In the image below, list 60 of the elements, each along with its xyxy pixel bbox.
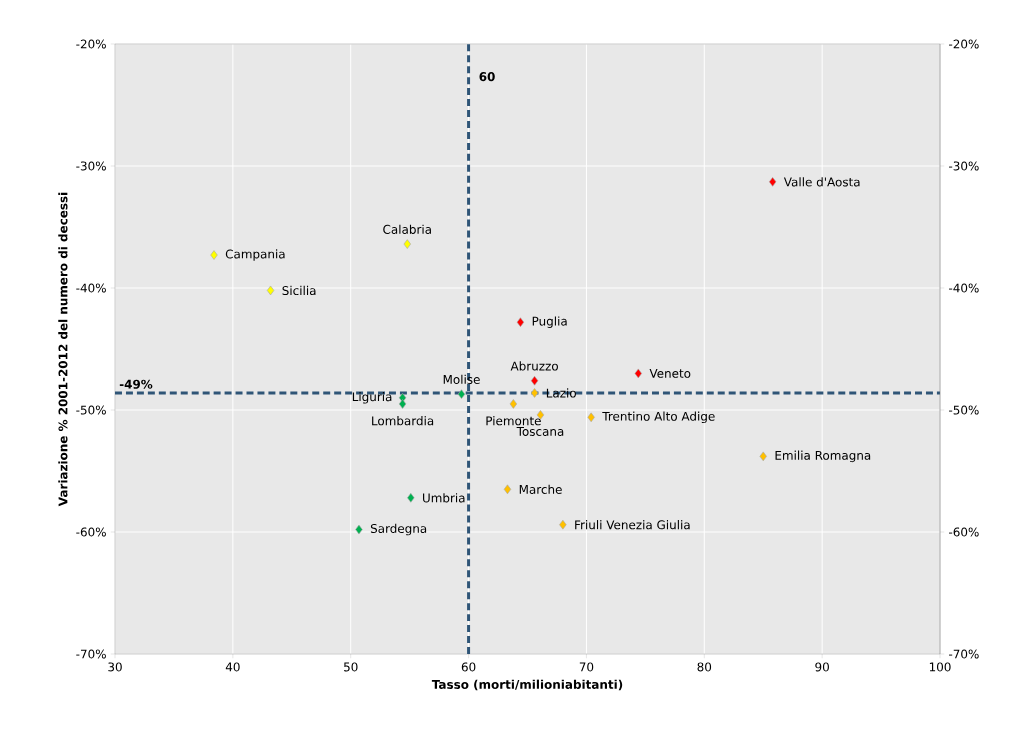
x-tick-label: 100 bbox=[929, 662, 951, 672]
annotation: Lazio bbox=[546, 388, 576, 398]
ref-line-label: -49% bbox=[119, 379, 153, 389]
point bbox=[634, 368, 642, 379]
y-tick-label: -50% bbox=[76, 405, 106, 415]
point bbox=[530, 375, 539, 386]
y-tick-label: -60% bbox=[76, 527, 106, 537]
y2-tick-label: -50% bbox=[949, 405, 979, 415]
x-tick-label: 30 bbox=[108, 662, 122, 672]
annotation: Puglia bbox=[532, 316, 567, 328]
annotation: Toscana bbox=[516, 427, 564, 436]
point bbox=[407, 493, 415, 503]
x-tick-label: 50 bbox=[344, 662, 358, 672]
annotation: Calabria bbox=[383, 224, 431, 234]
annotation: Marche bbox=[519, 484, 562, 494]
point bbox=[355, 524, 363, 535]
point bbox=[503, 484, 512, 495]
annotation: Veneto bbox=[649, 368, 691, 378]
point bbox=[587, 412, 595, 423]
annotation: Trentino Alto Adige bbox=[602, 411, 715, 424]
point bbox=[457, 389, 466, 399]
point bbox=[530, 388, 539, 398]
annotation: Lombardia bbox=[372, 416, 434, 426]
point bbox=[210, 250, 218, 260]
point bbox=[768, 177, 777, 187]
y-axis-title: Variazione % 2001-2012 del numero di decessi bbox=[58, 192, 68, 507]
y-tick-label: -20% bbox=[76, 39, 106, 49]
x-tick-label: 60 bbox=[461, 662, 476, 672]
y2-tick-label: -30% bbox=[949, 161, 979, 171]
x-tick-label: 80 bbox=[697, 662, 712, 672]
y2-tick-label: -70% bbox=[949, 649, 979, 659]
point bbox=[509, 399, 518, 409]
y-tick-label: -30% bbox=[76, 161, 106, 171]
annotation: Abruzzo bbox=[510, 361, 558, 371]
point bbox=[403, 239, 411, 249]
x-tick-label: 70 bbox=[579, 662, 594, 672]
annotation: Emilia Romagna bbox=[775, 450, 871, 463]
point bbox=[559, 519, 567, 530]
point bbox=[398, 399, 407, 409]
y2-tick-label: -40% bbox=[949, 283, 979, 293]
point bbox=[759, 451, 767, 462]
y-tick-label: -40% bbox=[76, 283, 106, 293]
annotation: Sardegna bbox=[370, 523, 427, 536]
annotation: Piemonte bbox=[486, 416, 541, 426]
annotation: Sicilia bbox=[282, 285, 316, 296]
x-axis-title: Tasso (morti/milioniabitanti) bbox=[431, 679, 623, 691]
annotation: Molise bbox=[443, 374, 480, 384]
annotation: Friuli Venezia Giulia bbox=[575, 520, 690, 530]
annotation: Valle d'Aosta bbox=[783, 177, 860, 187]
x-tick-label: 40 bbox=[225, 662, 240, 672]
y2-tick-label: -20% bbox=[949, 39, 979, 49]
point bbox=[266, 285, 275, 296]
y2-tick-label: -60% bbox=[949, 527, 979, 537]
annotation: Liguria bbox=[352, 392, 392, 404]
annotation: Campania bbox=[225, 249, 285, 261]
x-tick-label: 90 bbox=[815, 662, 829, 672]
ref-line-label: 60 bbox=[479, 72, 495, 82]
y-tick-label: -70% bbox=[76, 649, 106, 659]
point bbox=[516, 317, 525, 327]
annotation: Umbria bbox=[423, 493, 465, 503]
